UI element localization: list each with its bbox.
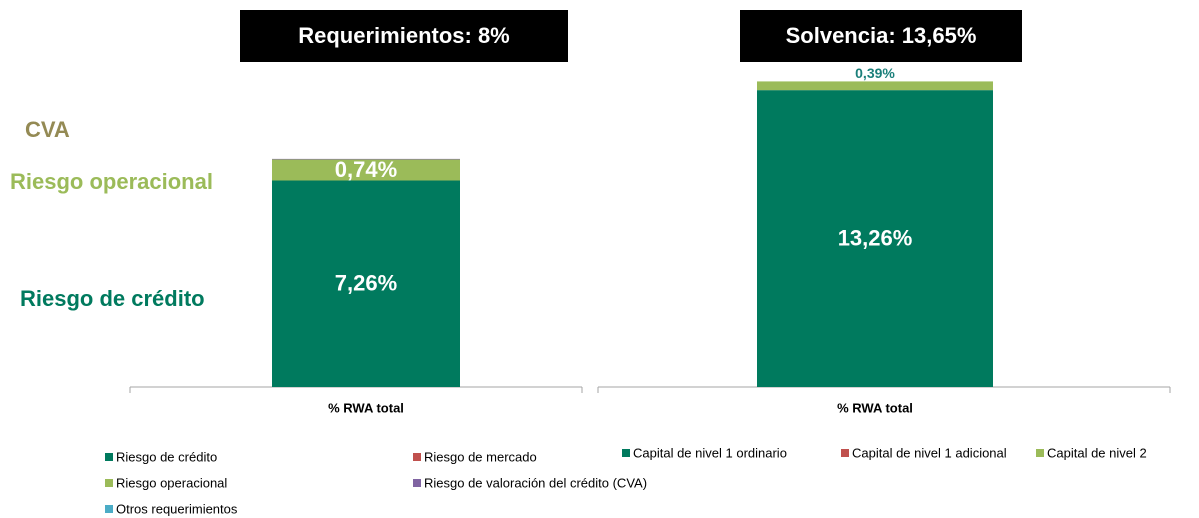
data-label: 13,26%: [838, 225, 913, 250]
legend-swatch: [1036, 449, 1044, 457]
legend-swatch: [105, 505, 113, 513]
bar-segment: [757, 81, 993, 91]
data-label: 0,39%: [855, 65, 895, 81]
legend-swatch: [105, 453, 113, 461]
legend-label: Riesgo de valoración del crédito (CVA): [424, 475, 647, 490]
bar-segment: [272, 158, 460, 160]
x-tick-label: % RWA total: [837, 400, 913, 415]
annotation: Riesgo de crédito: [20, 286, 205, 311]
title-box: [740, 10, 1022, 62]
legend-label: Capital de nivel 1 adicional: [852, 445, 1007, 460]
chart-title: Requerimientos: 8%: [298, 23, 510, 48]
legend-label: Riesgo de crédito: [116, 449, 217, 464]
legend-swatch: [105, 479, 113, 487]
title-box: [240, 10, 568, 62]
data-label: 7,26%: [335, 271, 397, 296]
legend-swatch: [622, 449, 630, 457]
legend-label: Capital de nivel 1 ordinario: [633, 445, 787, 460]
annotation: Riesgo operacional: [10, 169, 213, 194]
x-tick-label: % RWA total: [328, 400, 404, 415]
legend-swatch: [413, 479, 421, 487]
legend-label: Otros requerimientos: [116, 501, 238, 516]
legend-label: Riesgo de mercado: [424, 449, 537, 464]
legend-label: Capital de nivel 2: [1047, 445, 1147, 460]
data-label: 0,74%: [335, 157, 397, 182]
legend-swatch: [413, 453, 421, 461]
legend-label: Riesgo operacional: [116, 475, 227, 490]
bar-segment: [757, 90, 993, 387]
bar-segment: [272, 180, 460, 387]
legend-swatch: [841, 449, 849, 457]
chart-title: Solvencia: 13,65%: [786, 23, 977, 48]
bar-segment: [272, 159, 460, 181]
annotation: CVA: [25, 117, 70, 142]
